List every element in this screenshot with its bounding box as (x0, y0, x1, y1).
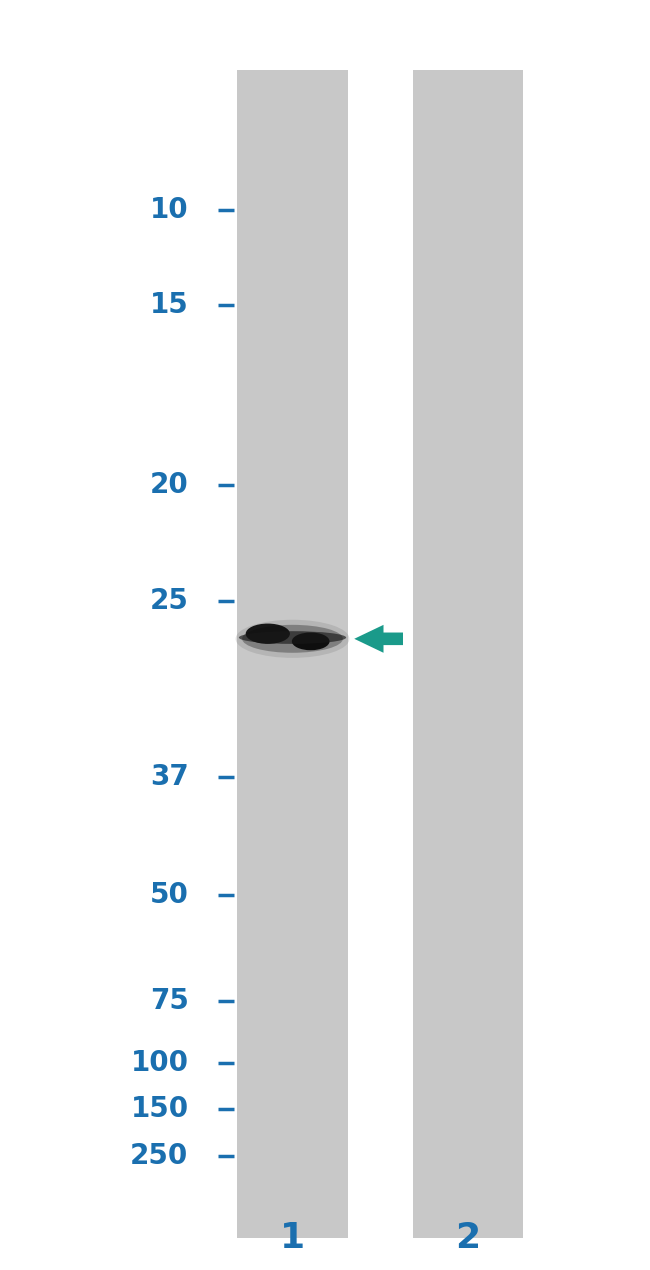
Text: 25: 25 (150, 587, 188, 615)
Ellipse shape (235, 620, 350, 658)
Bar (413, 70, 523, 1238)
Text: 1: 1 (280, 1222, 305, 1255)
Ellipse shape (246, 624, 290, 644)
Text: 37: 37 (150, 763, 188, 791)
Bar (237, 70, 348, 1238)
FancyArrow shape (354, 625, 403, 653)
Text: 100: 100 (131, 1049, 188, 1077)
Ellipse shape (292, 632, 330, 650)
Text: 150: 150 (131, 1095, 188, 1123)
Text: 75: 75 (150, 987, 188, 1015)
Text: 2: 2 (456, 1222, 480, 1255)
Text: 15: 15 (150, 291, 188, 319)
Text: 10: 10 (150, 196, 188, 224)
Ellipse shape (239, 631, 346, 644)
Ellipse shape (242, 625, 343, 653)
Text: 250: 250 (130, 1142, 188, 1170)
Text: 20: 20 (150, 471, 188, 499)
Text: 50: 50 (150, 881, 188, 909)
